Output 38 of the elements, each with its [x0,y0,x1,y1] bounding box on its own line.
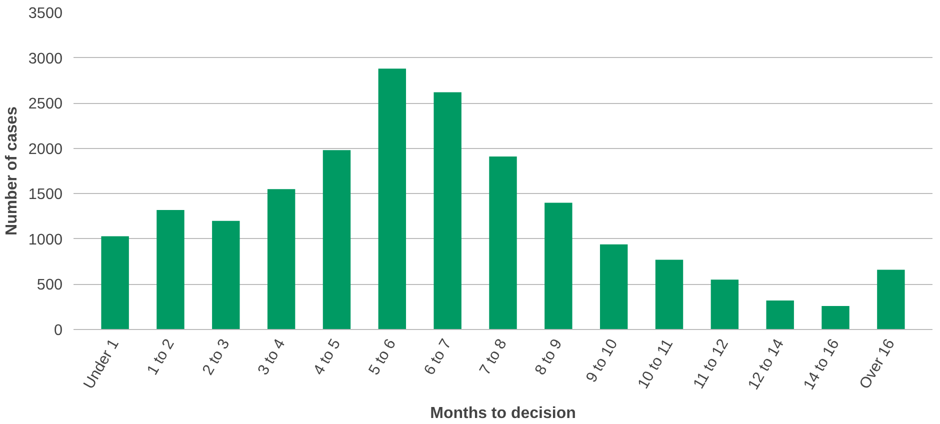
y-tick-label: 2000 [28,140,63,158]
x-tick-label: 3 to 4 [254,336,289,378]
x-tick-label: 9 to 10 [583,336,622,386]
bar [212,220,240,330]
bar [267,189,296,330]
bar [600,244,628,330]
x-tick-label: 7 to 8 [476,336,510,378]
y-tick-label: 3000 [28,50,63,68]
y-tick-label: 1000 [28,231,63,248]
x-axis-title: Months to decision [430,404,576,422]
y-tick-label: 3500 [28,5,63,22]
bar [434,92,462,330]
x-tick-label: 10 to 11 [634,336,677,392]
y-tick-label: 0 [54,322,63,339]
bar [766,300,794,330]
bar [322,150,351,330]
x-tick-label: 11 to 12 [690,336,732,392]
y-tick-label: 2500 [28,96,63,113]
bar [489,156,517,330]
x-tick-label: 4 to 5 [310,336,344,378]
bar [877,270,905,330]
x-tick-label: 6 to 7 [421,336,455,378]
bar [655,260,684,330]
bar [378,68,406,330]
x-tick-label: 14 to 16 [800,336,843,393]
bar [156,210,184,330]
y-tick-label: 500 [36,276,63,294]
bar [101,236,129,330]
bar [710,280,739,330]
x-tick-label: 5 to 6 [366,336,400,378]
x-tick-label: 8 to 9 [532,336,566,378]
bar [822,306,850,330]
bar [544,202,572,330]
x-tick-label: 12 to 14 [745,336,788,393]
x-tick-label: 1 to 2 [144,336,178,378]
y-tick-label: 1500 [28,186,63,204]
x-tick-label: 2 to 3 [199,336,234,378]
y-axis-title: Number of cases [3,106,20,236]
